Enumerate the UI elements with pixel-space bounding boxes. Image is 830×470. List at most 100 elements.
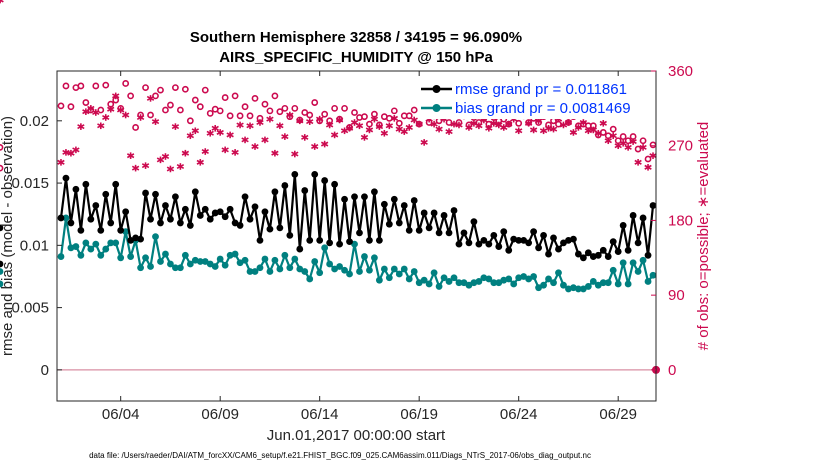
- obs-evaluated-point: [206, 129, 214, 137]
- rmse-point: [624, 246, 632, 254]
- obs-evaluated-point: [251, 143, 259, 150]
- obs-possible-point: [82, 99, 90, 106]
- obs-evaluated-point: [121, 111, 130, 119]
- bias-point: [196, 258, 204, 265]
- rmse-point: [286, 231, 294, 239]
- obs-possible-point: [0, 164, 4, 172]
- legend: rmse grand pr = 0.011861 bias grand pr =…: [418, 77, 650, 119]
- obs-possible-point: [261, 100, 269, 108]
- rmse-point: [142, 189, 149, 197]
- obs-evaluated-point: [465, 124, 473, 131]
- x-axis: 06/04 06/09 06/14 06/19 06/24 06/29: [102, 71, 637, 423]
- bias-point: [440, 274, 448, 282]
- rmse-point: [152, 190, 159, 198]
- obs-evaluated-point: [226, 131, 234, 139]
- obs-evaluated-point: [345, 124, 354, 132]
- bias-point: [266, 268, 274, 275]
- obs-evaluated-point: [485, 124, 493, 132]
- obs-possible-point: [609, 125, 617, 133]
- bias-point: [555, 269, 562, 277]
- y-tick-label: 0: [41, 362, 49, 379]
- bias-point: [152, 233, 159, 241]
- obs-possible-point: [515, 119, 523, 127]
- bias-point: [326, 260, 334, 268]
- bias-point: [87, 245, 95, 253]
- bias-point: [137, 264, 144, 272]
- rmse-point: [619, 222, 627, 229]
- legend-rmse-marker: [432, 85, 441, 93]
- bias-point: [181, 251, 189, 259]
- x-tick-label: 06/29: [599, 406, 637, 423]
- bias-point: [395, 270, 403, 278]
- obs-possible-point: [311, 99, 319, 106]
- obs-possible-point: [236, 112, 244, 120]
- rmse-point: [92, 202, 100, 209]
- obs-possible-point: [276, 108, 284, 116]
- obs-evaluated-point: [415, 120, 423, 128]
- obs-possible-point: [385, 114, 393, 122]
- rmse-point: [505, 246, 513, 254]
- rmse-point: [0, 224, 4, 232]
- obs-possible-point: [0, 143, 4, 151]
- obs-possible-point: [132, 124, 140, 131]
- obs-possible-point: [644, 155, 652, 163]
- bias-point: [306, 275, 314, 283]
- obs-evaluated-point: [296, 117, 304, 125]
- obs-evaluated-point: [186, 132, 195, 140]
- bias-point: [246, 268, 254, 275]
- rmse-point: [500, 228, 508, 236]
- bias-point: [475, 278, 483, 285]
- bias-point: [380, 265, 388, 273]
- obs-possible-point: [142, 84, 149, 92]
- bias-point: [221, 261, 229, 269]
- obs-evaluated-point: [315, 115, 324, 123]
- bias-point: [619, 259, 627, 267]
- obs-evaluated-point: [599, 120, 607, 127]
- y-tick-label: 0.005: [11, 300, 49, 317]
- bias-point: [405, 275, 413, 283]
- rmse-point: [550, 234, 557, 242]
- bias-point: [316, 269, 324, 277]
- bias-point: [356, 268, 363, 275]
- obs-evaluated-point: [430, 120, 438, 128]
- rmse-point: [430, 209, 438, 217]
- rmse-point: [644, 251, 652, 259]
- rmse-point: [246, 215, 254, 223]
- obs-evaluated-point: [604, 137, 612, 145]
- rmse-point: [535, 244, 542, 252]
- rmse-point: [206, 215, 214, 223]
- bias-point: [142, 254, 149, 262]
- rmse-point: [191, 188, 199, 196]
- obs-evaluated-point: [619, 139, 627, 147]
- y-axis-label: rmse and bias (model - observation): [0, 116, 16, 356]
- rmse-point: [465, 239, 473, 247]
- rmse-point: [117, 226, 125, 234]
- obs-evaluated-point: [455, 121, 463, 129]
- obs-evaluated-point: [241, 136, 249, 144]
- obs-possible-point: [122, 80, 130, 87]
- obs-possible-point: [62, 82, 70, 90]
- x-tick-label: 06/14: [301, 406, 339, 423]
- bias-point: [157, 258, 164, 265]
- obs-evaluated-point: [116, 106, 125, 114]
- rmse-point: [82, 180, 90, 188]
- obs-evaluated-point: [231, 149, 239, 156]
- y-tick-label: 0.02: [20, 113, 49, 130]
- rmse-point: [306, 236, 314, 244]
- obs-evaluated-point: [57, 159, 65, 166]
- obs-evaluated-point: [549, 125, 558, 133]
- obs-possible-point: [57, 102, 65, 110]
- obs-evaluated-point: [420, 139, 428, 146]
- rmse-point: [361, 193, 368, 201]
- bias-point: [291, 255, 299, 263]
- bias-point: [241, 256, 249, 264]
- obs-evaluated-point: [0, 0, 4, 4]
- chart-title: Southern Hemisphere 32858 / 34195 = 96.0…: [190, 29, 522, 46]
- obs-evaluated-point: [291, 150, 299, 158]
- rmse-point: [346, 238, 353, 246]
- obs-evaluated-point: [594, 129, 602, 137]
- rmse-point: [122, 208, 130, 216]
- bias-point: [301, 268, 309, 275]
- rmse-point: [649, 202, 657, 209]
- obs-possible-point: [246, 112, 254, 120]
